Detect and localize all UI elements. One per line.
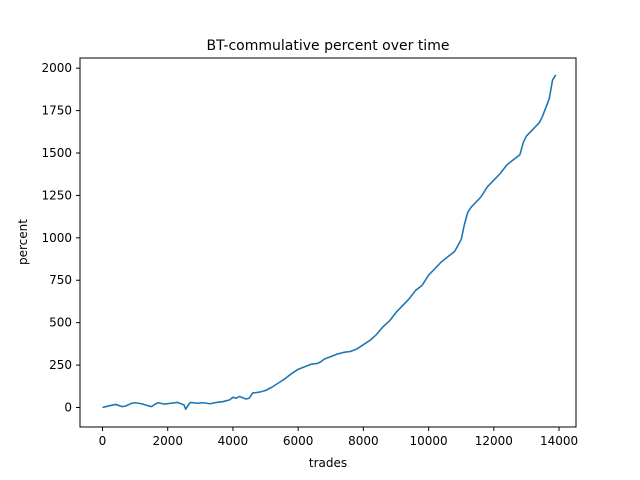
y-tick-label: 750	[49, 273, 72, 287]
x-tick-label: 14000	[540, 434, 578, 448]
x-tick-label: 12000	[475, 434, 513, 448]
y-tick-label: 1250	[41, 188, 72, 202]
x-tick-label: 0	[99, 434, 107, 448]
x-tick-label: 8000	[348, 434, 379, 448]
x-tick-label: 6000	[283, 434, 314, 448]
x-axis-label: trades	[309, 456, 347, 470]
series-line-0	[102, 74, 557, 410]
y-tick-label: 1500	[41, 146, 72, 160]
y-tick-label: 1750	[41, 104, 72, 118]
chart-title: BT-commulative percent over time	[207, 38, 450, 54]
series-lines	[102, 74, 557, 410]
y-axis-label: percent	[16, 219, 30, 265]
plot-area: 0 2000 4000 6000 8000 10000 12000 14000 0 250 500…	[41, 57, 578, 448]
y-tick-label: 0	[64, 400, 72, 414]
x-tick-label: 4000	[218, 434, 249, 448]
x-tick-label: 10000	[410, 434, 448, 448]
x-axis-ticks: 0 2000 4000 6000 8000 10000 12000 14000	[99, 427, 578, 448]
y-tick-label: 500	[49, 316, 72, 330]
y-axis-ticks: 0 250 500 750 1000 1250 1500 1750 2000	[41, 61, 80, 414]
y-tick-label: 250	[49, 358, 72, 372]
y-tick-label: 2000	[41, 61, 72, 75]
x-tick-label: 2000	[152, 434, 183, 448]
y-tick-label: 1000	[41, 231, 72, 245]
plot-frame	[79, 57, 577, 428]
